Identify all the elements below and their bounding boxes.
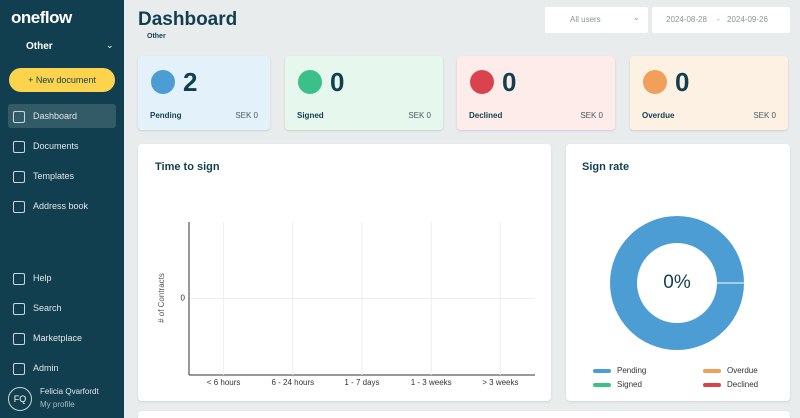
status-count: 2 <box>183 67 198 97</box>
nav-icon <box>13 333 25 345</box>
x-tick-label: 6 - 24 hours <box>271 378 314 387</box>
status-label: Overdue <box>642 111 675 120</box>
legend-label: Signed <box>617 380 642 389</box>
status-label: Pending <box>150 111 182 120</box>
legend-label: Declined <box>727 380 758 389</box>
status-icon <box>470 70 494 94</box>
nav-icon <box>13 273 25 285</box>
nav-icon <box>13 363 25 375</box>
status-label: Signed <box>297 111 324 120</box>
date-from: 2024-08-28 <box>666 15 707 24</box>
nav-item[interactable]: Templates <box>33 171 75 181</box>
logo[interactable]: oneflow <box>11 8 72 27</box>
profile-link[interactable]: My profile <box>40 400 75 409</box>
status-icon <box>643 70 667 94</box>
status-amount: SEK 0 <box>753 111 776 120</box>
nav-icon <box>13 171 25 183</box>
user-name: Felicia Qvarfordt <box>40 387 99 396</box>
chevron: ⌄ <box>633 13 640 22</box>
status-card[interactable]: 2 Pending SEK 0 <box>138 56 270 130</box>
status-amount: SEK 0 <box>408 111 431 120</box>
status-label: Declined <box>469 111 503 120</box>
sign-rate-panel <box>566 144 790 401</box>
x-tick-label: 1 - 7 days <box>344 378 379 387</box>
nav-item[interactable]: Documents <box>33 141 79 151</box>
user-filter-text: All users <box>570 15 601 24</box>
chart-title: Sign rate <box>582 161 629 173</box>
nav-icon <box>13 303 25 315</box>
page-workspace: Other <box>147 33 166 40</box>
legend-swatch <box>703 369 721 373</box>
nav-icon <box>13 111 25 123</box>
legend-swatch <box>703 383 721 387</box>
nav-item[interactable]: Search <box>33 303 62 313</box>
legend-label: Overdue <box>727 366 758 375</box>
nav-icon <box>13 201 25 213</box>
status-count: 0 <box>675 67 690 97</box>
x-tick-label: > 3 weeks <box>482 378 518 387</box>
user-filter[interactable]: All users ⌄ <box>545 7 648 33</box>
status-amount: SEK 0 <box>580 111 603 120</box>
x-tick-label: 1 - 3 weeks <box>411 378 452 387</box>
chevron: ⌄ <box>106 40 114 50</box>
legend-label: Pending <box>617 366 646 375</box>
status-count: 0 <box>330 67 345 97</box>
page-title: Dashboard <box>138 9 238 30</box>
date-separator: - <box>717 15 720 24</box>
nav-item[interactable]: Help <box>33 273 52 283</box>
status-icon <box>151 70 175 94</box>
status-icon <box>298 70 322 94</box>
y-axis-label: # of Contracts <box>157 273 166 323</box>
legend-swatch <box>593 383 611 387</box>
status-card[interactable]: 0 Signed SEK 0 <box>285 56 443 130</box>
date-range[interactable]: 2024-08-28 - 2024-09-26 <box>652 7 790 33</box>
nav-item[interactable]: Marketplace <box>33 333 83 343</box>
date-to: 2024-09-26 <box>727 15 768 24</box>
y-tick-label: 0 <box>181 294 186 303</box>
status-amount: SEK 0 <box>235 111 258 120</box>
chart-title: Time to sign <box>155 161 220 173</box>
nav-item[interactable]: Address book <box>33 201 89 211</box>
nav-item[interactable]: Dashboard <box>33 111 78 121</box>
nav-item[interactable]: Admin <box>33 363 59 373</box>
new-document-button[interactable]: + New document <box>9 68 115 92</box>
time-to-sign-panel <box>138 144 551 401</box>
status-card[interactable]: 0 Overdue SEK 0 <box>630 56 788 130</box>
status-card[interactable]: 0 Declined SEK 0 <box>457 56 615 130</box>
workspace-switcher[interactable]: Other <box>12 41 53 52</box>
next-panel <box>138 411 790 418</box>
sidebar: oneflow Other ⌄ + New document Dashboard… <box>0 0 124 418</box>
workspace-name: Other <box>26 41 53 52</box>
nav-icon <box>13 141 25 153</box>
legend-swatch <box>593 369 611 373</box>
active-nav-highlight <box>8 104 116 128</box>
center-label: 0% <box>663 272 691 293</box>
x-tick-label: < 6 hours <box>207 378 241 387</box>
avatar: FQ <box>8 387 32 411</box>
pie-slice <box>610 216 744 350</box>
status-count: 0 <box>502 67 517 97</box>
